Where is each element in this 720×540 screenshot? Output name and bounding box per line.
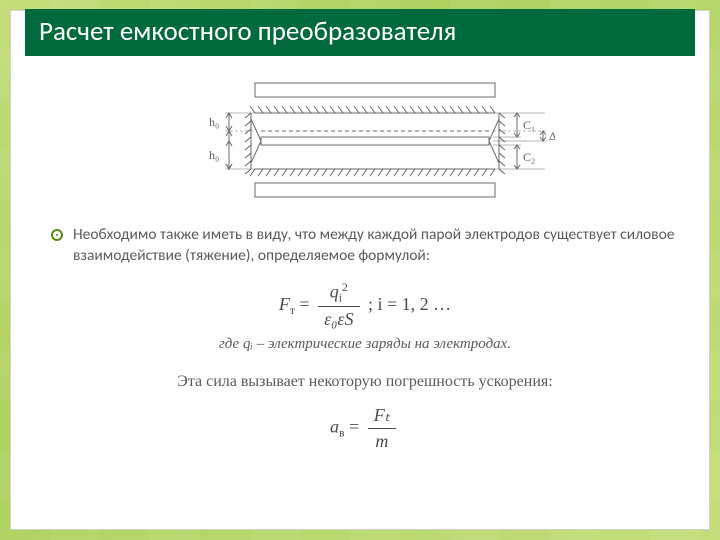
formula-note: где qᵢ – электрические заряды на электро… [51,336,679,353]
formula-acceleration: aв = Fₜ m [51,405,679,452]
svg-text:C₂: C₂ [523,150,535,164]
slide: Расчет емкостного преобразователя h₀ h₀ C₁… [0,0,720,540]
svg-text:Δh: Δh [549,129,555,143]
formula-force: Fт = qi2 ε₀εS ; i = 1, 2 … [51,281,679,331]
svg-text:h₀: h₀ [209,148,219,162]
paragraph-1: Необходимо также иметь в виду, что между… [73,225,679,267]
content-box: Расчет емкостного преобразователя h₀ h₀ C₁… [10,10,710,530]
bullet-paragraph: Необходимо также иметь в виду, что между… [51,225,679,267]
body: h₀ h₀ C₁ C₂ Δh Необходимо также иметь в виду… [51,71,679,519]
capacitor-diagram: h₀ h₀ C₁ C₂ Δh [51,71,679,211]
bullet-icon [51,229,63,241]
svg-text:C₁: C₁ [523,118,535,132]
page-title: Расчет емкостного преобразователя [25,9,695,56]
svg-text:h₀: h₀ [209,115,219,129]
paragraph-2: Эта сила вызывает некоторую погрешность … [51,373,679,391]
